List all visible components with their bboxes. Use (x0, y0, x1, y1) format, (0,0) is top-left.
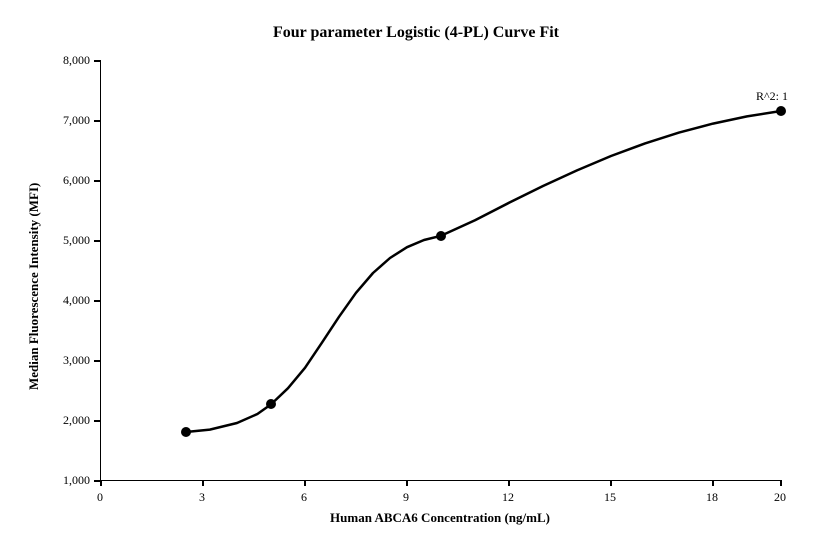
data-point-marker (181, 427, 191, 437)
data-point-marker (266, 399, 276, 409)
data-point-marker (776, 106, 786, 116)
y-tick-label: 1,000 (63, 473, 90, 488)
x-tick-label: 9 (403, 490, 409, 505)
x-tick (610, 480, 612, 486)
y-tick (94, 240, 100, 242)
x-tick (780, 480, 782, 486)
y-axis-label: Median Fluorescence Intensity (MFI) (26, 183, 42, 390)
plot-area (100, 60, 781, 481)
y-tick-label: 7,000 (63, 113, 90, 128)
x-tick (406, 480, 408, 486)
y-tick-label: 4,000 (63, 293, 90, 308)
y-tick (94, 420, 100, 422)
x-tick-label: 6 (301, 490, 307, 505)
data-point-marker (436, 231, 446, 241)
x-tick-label: 20 (774, 490, 786, 505)
y-tick-label: 2,000 (63, 413, 90, 428)
y-tick (94, 360, 100, 362)
y-tick (94, 120, 100, 122)
r-squared-annotation: R^2: 1 (756, 89, 788, 104)
x-tick-label: 18 (706, 490, 718, 505)
x-tick (100, 480, 102, 486)
fit-curve (101, 60, 781, 480)
y-tick-label: 8,000 (63, 53, 90, 68)
chart-title: Four parameter Logistic (4-PL) Curve Fit (0, 24, 832, 42)
x-tick (712, 480, 714, 486)
y-tick (94, 60, 100, 62)
x-tick (202, 480, 204, 486)
x-tick-label: 0 (97, 490, 103, 505)
curve-path (186, 111, 781, 432)
x-tick-label: 15 (604, 490, 616, 505)
y-tick-label: 3,000 (63, 353, 90, 368)
chart-container: Four parameter Logistic (4-PL) Curve Fit… (0, 0, 832, 560)
y-tick-label: 6,000 (63, 173, 90, 188)
x-tick-label: 12 (502, 490, 514, 505)
x-tick (508, 480, 510, 486)
y-tick (94, 180, 100, 182)
y-tick (94, 300, 100, 302)
x-tick (304, 480, 306, 486)
x-axis-label: Human ABCA6 Concentration (ng/mL) (100, 510, 780, 526)
x-tick-label: 3 (199, 490, 205, 505)
y-tick-label: 5,000 (63, 233, 90, 248)
